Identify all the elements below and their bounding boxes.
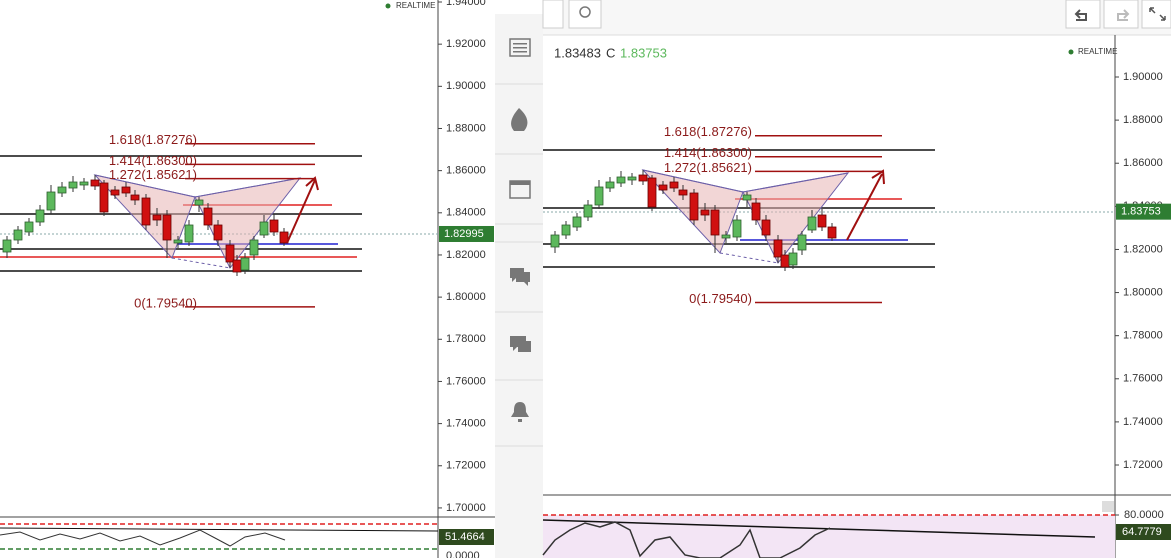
y-tick-label: 1.76000: [446, 375, 486, 387]
idea-button[interactable]: [568, 0, 602, 29]
fib-label: 1.272(1.85621): [664, 160, 752, 175]
undo-button[interactable]: [1065, 0, 1101, 29]
right-indicator: [542, 494, 1171, 558]
toolbar-separators: [495, 83, 543, 447]
ohlc-close: 1.83753: [620, 45, 667, 60]
fullscreen-button[interactable]: [1141, 0, 1171, 29]
fib-label: 1.414(1.86300): [664, 145, 752, 160]
list-icon[interactable]: [509, 38, 531, 57]
y-tick-label: 1.72000: [446, 460, 486, 472]
pm-icon[interactable]: [510, 336, 531, 352]
price-marker: [439, 225, 494, 242]
right-projection-arrow: [846, 169, 885, 241]
realtime-label: REALTIME: [396, 1, 435, 10]
y-tick-label: 1.92000: [446, 38, 486, 50]
toolbar-icons: [509, 38, 531, 422]
indicator-label: 51.4664: [445, 531, 485, 543]
fib-label: 1.414(1.86300): [109, 153, 197, 168]
indicator-label: 64.7779: [1122, 526, 1162, 538]
y-tick-label: 1.88000: [446, 122, 486, 134]
calendar-icon[interactable]: [509, 180, 531, 199]
y-tick-label: 1.90000: [446, 80, 486, 92]
fib-label: 1.618(1.87276): [109, 132, 197, 147]
y-tick-label: 1.72000: [1123, 459, 1163, 471]
y-tick-label: 1.82000: [446, 249, 486, 261]
indicator-tick-label: 0.0000: [446, 550, 480, 558]
left-indicator: [0, 516, 495, 550]
price-marker: [1116, 203, 1171, 220]
fib-label: 0(1.79540): [689, 291, 752, 306]
y-tick-label: 1.84000: [446, 207, 486, 219]
y-tick-label: 1.78000: [1123, 330, 1163, 342]
indicator-marker: [1116, 524, 1171, 540]
y-tick-label: 1.80000: [1123, 286, 1163, 298]
fib-label: 1.272(1.85621): [109, 167, 197, 182]
realtime-dot: [385, 3, 391, 9]
indicator-tick-label: 80.0000: [1124, 509, 1164, 521]
top-toolbar-buttons: [542, 0, 1171, 29]
ohlc-close-key: C: [606, 45, 615, 60]
y-tick-label: 1.88000: [1123, 114, 1163, 126]
price-label: 1.82995: [444, 228, 484, 240]
y-tick-label: 1.82000: [1123, 243, 1163, 255]
y-tick-label: 1.76000: [1123, 373, 1163, 385]
chat-icon[interactable]: [510, 268, 530, 286]
y-tick-label: 1.70000: [446, 502, 486, 514]
y-tick-label: 1.74000: [1123, 416, 1163, 428]
fib-label: 1.618(1.87276): [664, 124, 752, 139]
y-tick-label: 1.74000: [446, 418, 486, 430]
y-tick-label: 1.90000: [1123, 71, 1163, 83]
right-levels: [543, 149, 1115, 268]
right-candles: [550, 169, 849, 272]
realtime-dot: [1068, 49, 1074, 55]
ohlc-previous: 1.83483: [554, 45, 601, 60]
left-panel: [0, 0, 495, 558]
y-tick-label: 1.94000: [446, 0, 486, 8]
y-tick-label: 1.78000: [446, 333, 486, 345]
fib-label: 0(1.79540): [134, 295, 197, 310]
y-tick-label: 1.86000: [1123, 157, 1163, 169]
y-tick-label: 1.86000: [446, 165, 486, 177]
y-tick-label: 1.80000: [446, 291, 486, 303]
code-button[interactable]: [542, 0, 564, 29]
toolbar-top: [495, 0, 543, 14]
bell-icon[interactable]: [511, 402, 529, 422]
realtime-label: REALTIME: [1078, 47, 1117, 56]
price-label: 1.83753: [1121, 206, 1161, 218]
indicator-marker: [439, 529, 494, 545]
fire-icon[interactable]: [511, 108, 528, 131]
